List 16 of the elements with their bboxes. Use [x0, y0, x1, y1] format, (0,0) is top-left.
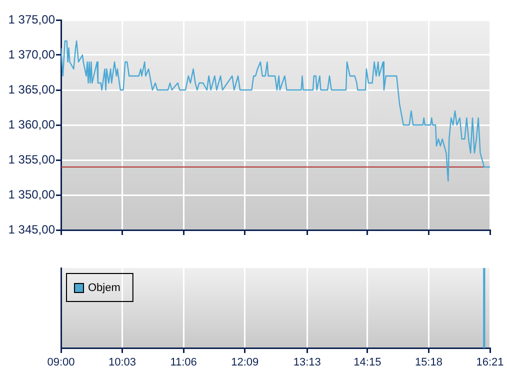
y-tick-label: 1 360,00: [8, 117, 56, 132]
x-tick-label: 14:15: [354, 356, 382, 369]
x-tick-label: 12:09: [231, 356, 259, 369]
x-tick-label: 10:03: [108, 356, 136, 369]
x-tick-label: 11:06: [170, 356, 197, 369]
x-tick-label: 09:00: [47, 356, 75, 369]
y-tick-label: 1 370,00: [8, 47, 56, 62]
legend-label: Objem: [88, 282, 120, 294]
y-tick-label: 1 355,00: [8, 152, 56, 166]
y-tick-label: 1 375,00: [8, 12, 56, 26]
x-tick-label: 16:21: [476, 356, 504, 369]
x-tick-label: 15:18: [414, 356, 442, 369]
y-tick-label: 1 345,00: [8, 222, 56, 236]
y-tick-label: 1 350,00: [8, 187, 56, 202]
y-tick-label: 1 365,00: [8, 82, 56, 96]
x-tick-label: 13:13: [293, 356, 321, 369]
